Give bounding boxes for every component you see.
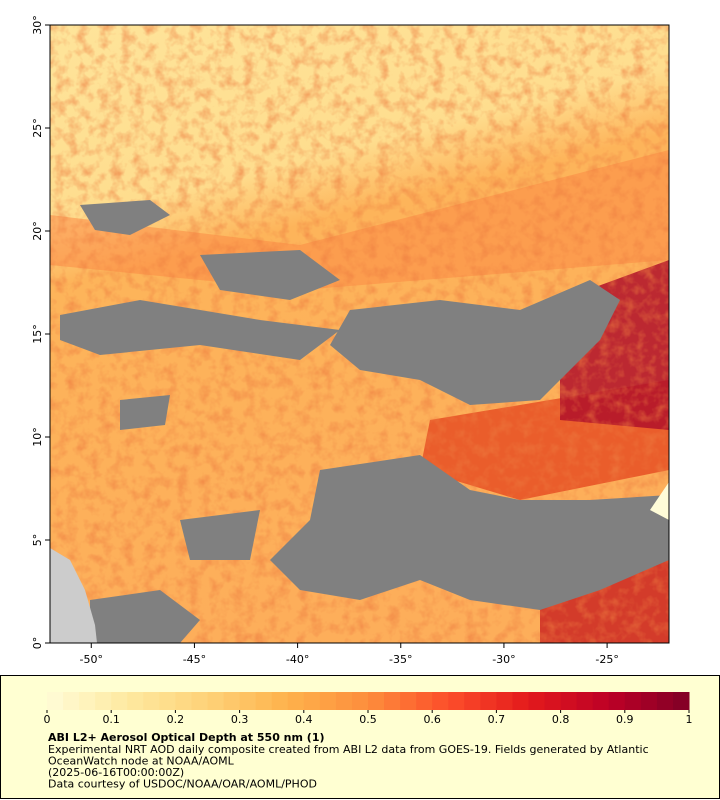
map-image	[50, 25, 669, 643]
caption-line: Data courtesy of USDOC/NOAA/OAR/AOML/PHO…	[48, 778, 317, 791]
colorbar-step	[400, 692, 417, 710]
colorbar-step	[384, 692, 401, 710]
y-tick-label: 15°	[31, 324, 44, 344]
colorbar-step	[191, 692, 208, 710]
colorbar-tick-label: 1	[686, 713, 693, 726]
colorbar-step	[368, 692, 385, 710]
colorbar-step	[159, 692, 176, 710]
colorbar-step	[448, 692, 465, 710]
colorbar-step	[528, 692, 546, 710]
colorbar-step	[560, 692, 578, 710]
y-tick-label: 25°	[31, 118, 44, 138]
colorbar-tick-label: 0.7	[488, 713, 506, 726]
colorbar-step	[111, 692, 128, 710]
colorbar-tick-label: 0	[44, 713, 51, 726]
colorbar-step	[351, 692, 369, 710]
x-tick-label: -40°	[286, 653, 309, 666]
y-tick-label: 5°	[31, 534, 44, 547]
colorbar-step	[207, 692, 225, 710]
colorbar-step	[255, 692, 273, 710]
colorbar-step	[480, 692, 497, 710]
colorbar-step	[303, 692, 321, 710]
colorbar-step	[512, 692, 529, 710]
colorbar-tick-label: 0.8	[552, 713, 570, 726]
colorbar-step	[287, 692, 305, 710]
x-tick-label: -45°	[183, 653, 206, 666]
colorbar-step	[672, 692, 690, 710]
colorbar-tick-label: 0.2	[167, 713, 185, 726]
colorbar-step	[335, 692, 353, 710]
colorbar-step	[576, 692, 594, 710]
x-tick-label: -50°	[80, 653, 103, 666]
colorbar-step	[640, 692, 658, 710]
colorbar-tick-label: 0.9	[616, 713, 634, 726]
colorbar-step	[544, 692, 562, 710]
colorbar-step	[624, 692, 642, 710]
colorbar-tick-label: 0.3	[231, 713, 249, 726]
colorbar-step	[143, 692, 160, 710]
colorbar-step	[432, 692, 449, 710]
x-tick-label: -25°	[595, 653, 618, 666]
colorbar-step	[416, 692, 433, 710]
colorbar-step	[656, 692, 674, 710]
colorbar-step	[175, 692, 192, 710]
colorbar-tick-label: 0.6	[423, 713, 441, 726]
caption-line: Experimental NRT AOD daily composite cre…	[48, 743, 649, 756]
colorbar-step	[223, 692, 241, 710]
caption-line: OceanWatch node at NOAA/AOML	[48, 755, 235, 768]
y-tick-label: 30°	[31, 15, 44, 35]
colorbar-tick-label: 0.4	[295, 713, 313, 726]
y-tick-label: 0°	[31, 637, 44, 650]
colorbar-step	[95, 692, 112, 710]
colorbar-step	[79, 692, 96, 710]
caption-line: (2025-06-16T00:00:00Z)	[48, 766, 184, 779]
colorbar-step	[464, 692, 481, 710]
colorbar-step	[271, 692, 289, 710]
colorbar-step	[496, 692, 513, 710]
x-tick-label: -35°	[389, 653, 412, 666]
colorbar-step	[47, 692, 64, 710]
y-tick-label: 10°	[31, 427, 44, 447]
colorbar-step	[319, 692, 337, 710]
colorbar-tick-label: 0.5	[359, 713, 377, 726]
x-tick-label: -30°	[492, 653, 515, 666]
colorbar-step	[592, 692, 610, 710]
colorbar-step	[127, 692, 144, 710]
y-tick-label: 20°	[31, 221, 44, 241]
caption-title: ABI L2+ Aerosol Optical Depth at 550 nm …	[48, 731, 325, 744]
colorbar-step	[608, 692, 626, 710]
colorbar-step	[63, 692, 80, 710]
colorbar-step	[239, 692, 257, 710]
colorbar-tick-label: 0.1	[102, 713, 120, 726]
